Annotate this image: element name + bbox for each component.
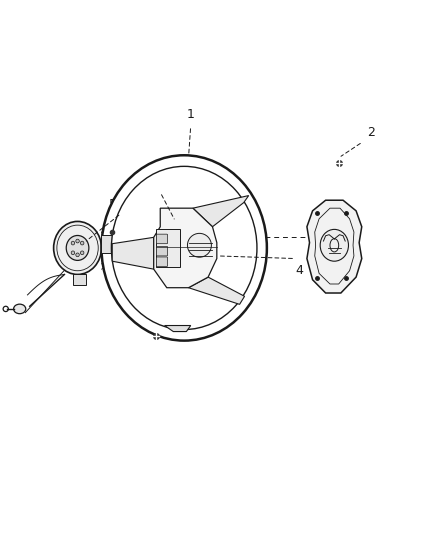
Ellipse shape xyxy=(71,251,74,255)
Polygon shape xyxy=(102,235,113,253)
Ellipse shape xyxy=(76,239,79,243)
FancyBboxPatch shape xyxy=(156,234,168,244)
Polygon shape xyxy=(73,274,86,285)
Ellipse shape xyxy=(76,253,79,257)
Polygon shape xyxy=(112,237,154,269)
Polygon shape xyxy=(307,200,362,293)
Polygon shape xyxy=(156,229,180,266)
Ellipse shape xyxy=(71,241,74,245)
Ellipse shape xyxy=(111,166,257,329)
FancyBboxPatch shape xyxy=(156,246,168,256)
Polygon shape xyxy=(193,196,249,227)
Polygon shape xyxy=(188,277,244,304)
Text: 1: 1 xyxy=(187,108,194,120)
Text: 3: 3 xyxy=(148,176,156,190)
Ellipse shape xyxy=(14,304,26,314)
Ellipse shape xyxy=(53,221,102,274)
Ellipse shape xyxy=(187,233,212,257)
Ellipse shape xyxy=(320,229,349,261)
Ellipse shape xyxy=(81,241,84,245)
Ellipse shape xyxy=(81,251,84,255)
Ellipse shape xyxy=(66,236,89,261)
Ellipse shape xyxy=(102,155,267,341)
Text: 5: 5 xyxy=(109,198,117,211)
Text: 2: 2 xyxy=(367,126,375,139)
Polygon shape xyxy=(154,208,217,288)
FancyBboxPatch shape xyxy=(156,257,168,266)
Polygon shape xyxy=(165,326,191,332)
Text: 4: 4 xyxy=(295,264,303,277)
